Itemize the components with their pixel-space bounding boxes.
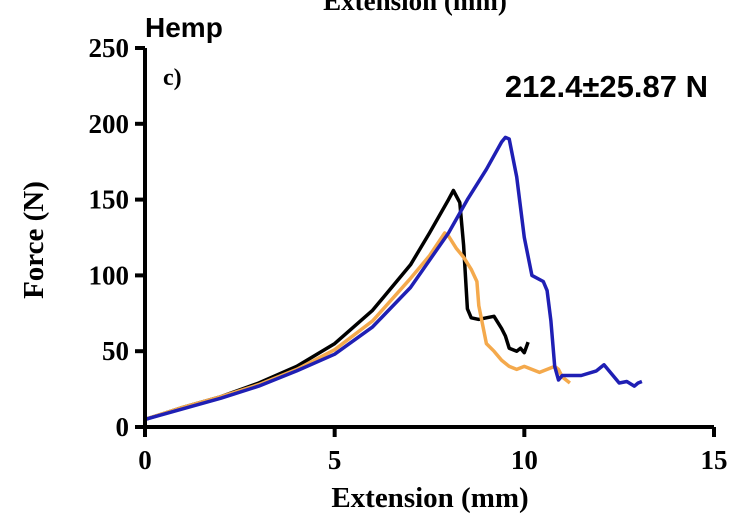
panel-label: c)	[163, 65, 182, 91]
y-tick-label: 250	[89, 33, 130, 63]
x-tick-label: 10	[511, 445, 538, 475]
x-axis-label: Extension (mm)	[331, 482, 528, 514]
top-cropped-label: Extension (mm)	[323, 0, 507, 16]
annotation-text: 212.4±25.87 N	[505, 69, 708, 104]
y-axis-label: Force (N)	[18, 181, 50, 299]
y-tick-label: 200	[89, 109, 130, 139]
chart-title: Hemp	[145, 12, 223, 43]
y-tick-label: 50	[102, 336, 129, 366]
x-tick-label: 5	[328, 445, 342, 475]
series-line-3	[144, 135, 643, 422]
series-group	[144, 135, 643, 422]
x-tick-label: 0	[138, 445, 152, 475]
x-ticks: 0 5 10 15	[138, 427, 728, 475]
y-tick-label: 100	[89, 260, 130, 290]
series-line-2	[144, 231, 571, 422]
series-line-1	[144, 188, 530, 422]
x-tick-label: 15	[701, 445, 728, 475]
y-tick-label: 0	[116, 412, 130, 442]
y-tick-label: 150	[89, 185, 130, 215]
y-ticks: 0 50 100 150 200 250	[89, 33, 145, 442]
